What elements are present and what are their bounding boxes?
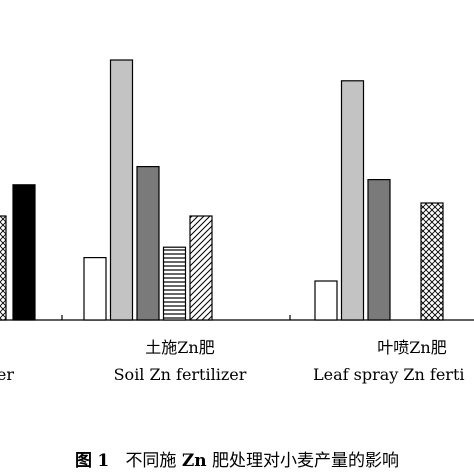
caption-text-b: 肥处理对小麦产量的影响	[212, 451, 400, 471]
group-labels-layer: er 土施Zn肥 Soil Zn fertilizer 叶喷Zn肥 Leaf spray…	[0, 338, 465, 384]
bar-diagonal	[189, 215, 213, 321]
bar-white	[314, 280, 338, 321]
bar-lightgray	[340, 80, 365, 321]
caption-number: 1	[97, 451, 110, 471]
bar-darkgray	[367, 179, 391, 321]
bar-darkgray	[136, 166, 160, 321]
bar-lightgray	[109, 59, 134, 321]
bar-white	[83, 257, 107, 321]
group-label-en: Leaf spray Zn ferti	[313, 365, 465, 384]
group-label-en: er	[0, 365, 14, 384]
bar-black	[12, 184, 36, 321]
group-label-cn: 叶喷Zn肥	[377, 338, 446, 357]
group-label-en: Soil Zn fertilizer	[114, 365, 247, 384]
bars-layer	[0, 59, 444, 321]
caption-element: Zn	[181, 451, 207, 471]
caption-prefix: 图	[74, 451, 92, 471]
bar-horizontal	[162, 246, 187, 321]
bar-crosshatch	[420, 202, 444, 321]
group-label-cn: 土施Zn肥	[145, 338, 214, 357]
caption-text-a: 不同施	[125, 451, 177, 471]
bar-crosshatch	[0, 215, 7, 321]
figure-caption: 图 1 不同施 Zn 肥处理对小麦产量的影响	[0, 446, 474, 471]
